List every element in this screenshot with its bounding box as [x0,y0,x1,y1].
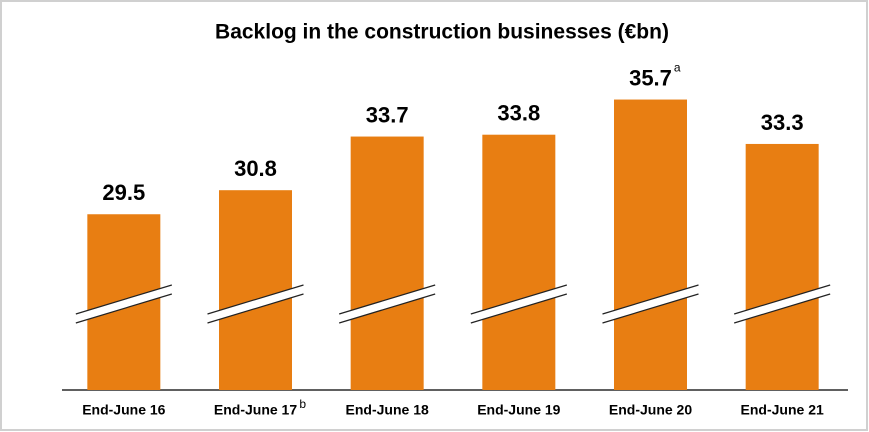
value-label: 29.5 [102,180,145,205]
axis-break [339,285,436,323]
bar [482,134,556,390]
axis-break-edge [338,293,436,324]
axis-break-edge [470,284,568,315]
axis-break-edge [75,284,173,315]
x-tick-label: End-June 17 [214,402,297,418]
axis-break [75,285,172,323]
axis-break [207,285,304,323]
value-label: 33.3 [761,110,804,135]
axis-break-edge [470,293,568,324]
bar [219,190,292,390]
x-tick-label: End-June 16 [82,402,165,418]
axis-break-edge [733,284,831,315]
x-tick-label: End-June 20 [609,402,692,418]
bar [745,143,819,390]
value-label: 30.8 [234,156,277,181]
axis-break-edge [207,293,304,324]
x-tick-label: End-June 19 [477,402,560,418]
value-label: 33.7 [366,102,409,127]
x-tick-label: End-June 21 [741,402,824,418]
annotation: b [299,397,306,411]
value-label: 33.8 [497,101,540,126]
axis-break-edge [338,284,436,315]
annotation: a [674,61,681,75]
bar [350,136,424,390]
value-label: 35.7 [629,65,672,90]
axis-break [470,285,567,323]
axis-break-edge [733,293,831,324]
axis-break-edge [75,293,173,324]
axis-break-edge [602,293,699,324]
bar [614,99,687,391]
axis-break [734,285,831,323]
axis-break [602,285,699,323]
chart-title: Backlog in the construction businesses (… [215,21,669,44]
x-tick-label: End-June 18 [346,402,429,418]
axis-break-edge [602,284,699,315]
axis-break-edge [207,284,304,315]
